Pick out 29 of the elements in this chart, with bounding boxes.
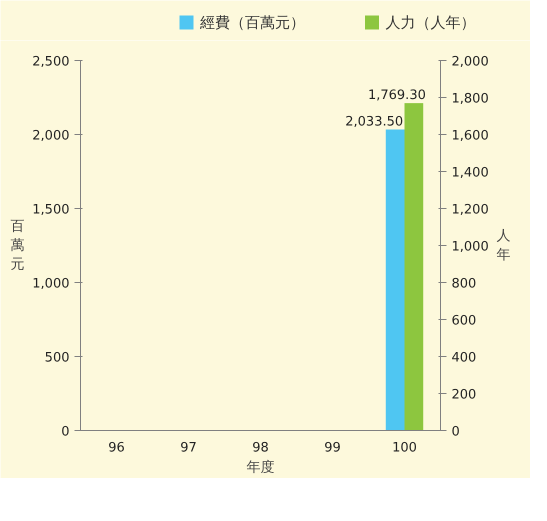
x-tick-label: 98 [252, 440, 269, 456]
x-axis-title: 年度 [246, 460, 274, 476]
legend-label: 人力（人年） [385, 14, 476, 32]
y2-tick-label: 200 [452, 388, 476, 402]
y2-tick-label: 1,600 [452, 128, 489, 144]
y2-tick-label: 400 [452, 350, 476, 366]
y2-tick-label: 0 [452, 424, 460, 440]
y2-tick-label: 1,800 [452, 92, 489, 106]
y2-tick-label: 1,200 [452, 202, 489, 218]
y-tick-label: 2,500 [32, 54, 70, 70]
y2-axis-title: 人年 [496, 228, 511, 264]
y2-tick-label: 1,000 [452, 240, 489, 254]
y-axis-title: 百萬元 [10, 218, 24, 273]
legend-label: 經費（百萬元） [198, 14, 305, 32]
y-tick-label: 500 [44, 350, 70, 366]
y2-tick-label: 600 [452, 314, 476, 328]
x-tick-label: 99 [324, 440, 341, 456]
y-tick-label: 0 [61, 424, 70, 440]
y-tick-label: 1,500 [32, 202, 70, 218]
y2-tick-label: 800 [452, 276, 476, 292]
x-tick-label: 97 [180, 440, 197, 456]
y2-tick-label: 1,400 [452, 166, 489, 180]
y-tick-label: 1,000 [32, 276, 70, 292]
data-label: 1,769.30 [368, 88, 426, 104]
y2-tick-label: 2,000 [452, 54, 489, 70]
x-tick-label: 96 [108, 440, 125, 456]
data-label: 2,033.50 [345, 114, 404, 130]
y-tick-label: 2,000 [32, 128, 70, 144]
x-tick-label: 100 [392, 440, 417, 456]
